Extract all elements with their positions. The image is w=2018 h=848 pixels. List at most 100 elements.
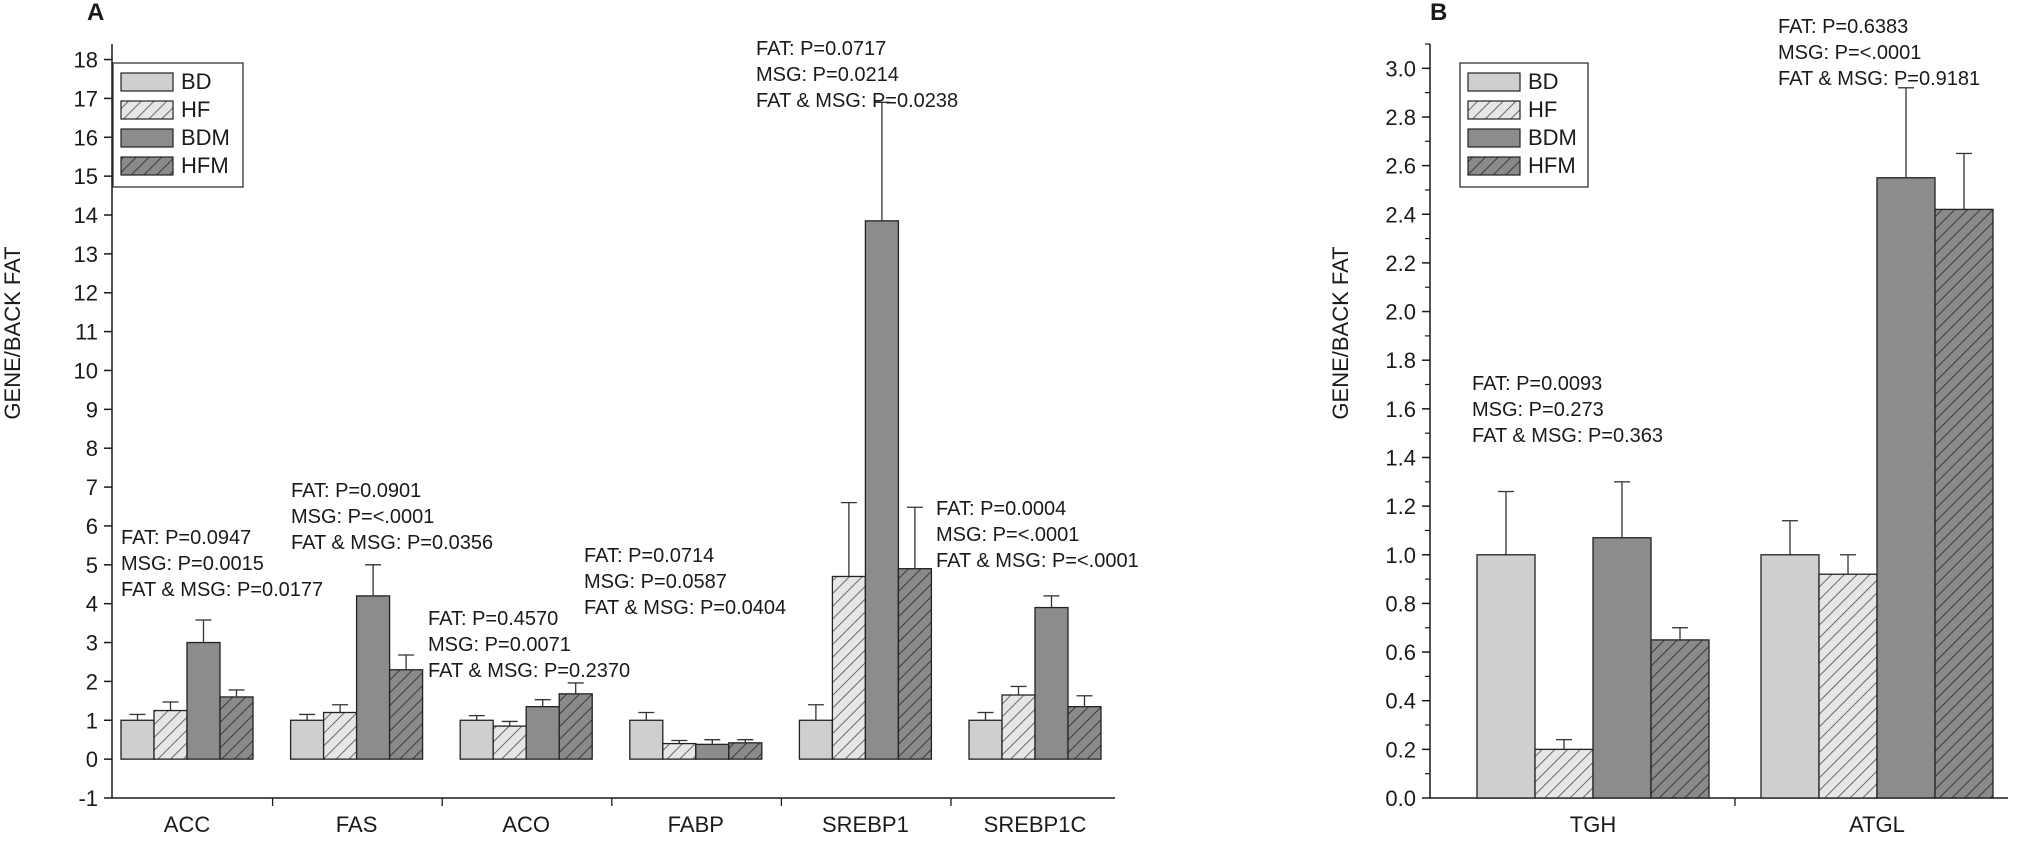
bar-bd-acc bbox=[120, 719, 155, 760]
panel-b: B GENE/BACK FAT 0.0 0.2 0.4 0.6 0.8 1.0 1.2 1.4… bbox=[1328, 0, 2008, 837]
p-value-annotation: MSG: P=0.0015 bbox=[121, 553, 264, 575]
bar-bdm-fabp bbox=[695, 743, 730, 760]
bar-hf-fabp bbox=[662, 742, 697, 760]
p-value-annotation: MSG: P=<.0001 bbox=[291, 506, 434, 528]
y-tick-label: 0.6 bbox=[1385, 640, 1416, 665]
bar-bdm-tgh bbox=[1592, 537, 1652, 799]
y-tick-label: 16 bbox=[74, 125, 98, 150]
bar-bdm-aco bbox=[525, 706, 560, 760]
p-value-annotation: FAT & MSG: P=<.0001 bbox=[936, 550, 1139, 572]
legend-swatch-hf bbox=[1467, 100, 1521, 120]
p-value-annotation: FAT & MSG: P=0.0177 bbox=[121, 579, 323, 601]
y-tick-label: 9 bbox=[86, 397, 98, 422]
y-tick-label: 2 bbox=[86, 669, 98, 694]
p-value-annotation: MSG: P=0.0214 bbox=[756, 64, 899, 86]
p-value-annotation: FAT & MSG: P=0.363 bbox=[1472, 425, 1663, 447]
legend-label-bdm: BDM bbox=[181, 125, 230, 150]
x-tick-label: ATGL bbox=[1849, 812, 1905, 837]
y-tick-label: 13 bbox=[74, 242, 98, 267]
bar-hfm-srebp1 bbox=[897, 568, 933, 760]
y-tick-label: 7 bbox=[86, 475, 98, 500]
bar-hf-atgl bbox=[1818, 573, 1878, 799]
y-tick-label: 0.0 bbox=[1385, 786, 1416, 811]
legend-swatch-bdm bbox=[1467, 128, 1521, 148]
y-tick-label: 1 bbox=[86, 708, 98, 733]
p-value-annotation: FAT: P=0.0947 bbox=[121, 527, 251, 549]
legend-swatch-bd bbox=[120, 72, 174, 92]
p-value-annotation: MSG: P=<.0001 bbox=[936, 524, 1079, 546]
y-tick-label: 1.2 bbox=[1385, 494, 1416, 519]
legend-label-bd: BD bbox=[181, 69, 212, 94]
panel-a-y-axis-label: GENE/BACK FAT bbox=[0, 246, 25, 419]
bar-hf-fas bbox=[322, 711, 358, 760]
legend-label-hfm: HFM bbox=[1528, 153, 1576, 178]
x-tick-label: SREBP1C bbox=[984, 812, 1087, 837]
y-tick-label: 12 bbox=[74, 281, 98, 306]
x-tick-label: FAS bbox=[336, 812, 378, 837]
panel-a-label: A bbox=[87, 0, 104, 26]
p-value-annotation: MSG: P=0.0587 bbox=[584, 571, 727, 593]
p-value-annotation: FAT: P=0.0714 bbox=[584, 545, 714, 567]
p-value-annotation: FAT: P=0.0093 bbox=[1472, 373, 1602, 395]
legend-swatch-bd bbox=[1467, 72, 1521, 92]
y-tick-label: 2.6 bbox=[1385, 154, 1416, 179]
p-value-annotation: FAT: P=0.4570 bbox=[428, 608, 558, 630]
y-tick-label: 0 bbox=[86, 747, 98, 772]
p-value-annotation: MSG: P=0.273 bbox=[1472, 399, 1604, 421]
bar-bd-aco bbox=[459, 719, 494, 760]
legend-label-bdm: BDM bbox=[1528, 125, 1577, 150]
p-value-annotation: FAT & MSG: P=0.2370 bbox=[428, 660, 630, 682]
y-tick-label: -1 bbox=[78, 786, 98, 811]
y-tick-label: 4 bbox=[86, 592, 98, 617]
legend-label-hfm: HFM bbox=[181, 153, 229, 178]
x-tick-label: ACC bbox=[164, 812, 211, 837]
panel-a: A GENE/BACK FAT -10123456789101112131415… bbox=[0, 0, 1139, 837]
panel-b-y-axis-label: GENE/BACK FAT bbox=[1328, 246, 1353, 419]
legend-label-hf: HF bbox=[181, 97, 210, 122]
p-value-annotation: FAT & MSG: P=0.0356 bbox=[291, 532, 493, 554]
bar-hf-tgh bbox=[1534, 748, 1594, 799]
bar-bdm-srebp1c bbox=[1034, 606, 1069, 760]
y-tick-label: 1.8 bbox=[1385, 348, 1416, 373]
legend-label-bd: BD bbox=[1528, 69, 1559, 94]
y-tick-label: 2.0 bbox=[1385, 300, 1416, 325]
legend-swatch-hfm bbox=[1467, 156, 1521, 176]
p-value-annotation: MSG: P=0.0071 bbox=[428, 634, 571, 656]
p-value-annotation: FAT: P=0.6383 bbox=[1778, 16, 1908, 38]
y-tick-label: 2.8 bbox=[1385, 105, 1416, 130]
y-tick-label: 15 bbox=[74, 164, 98, 189]
bar-bdm-atgl bbox=[1876, 177, 1936, 799]
y-tick-label: 3.0 bbox=[1385, 56, 1416, 81]
y-tick-label: 6 bbox=[86, 514, 98, 539]
p-value-annotation: FAT: P=0.0717 bbox=[756, 38, 886, 60]
bar-hf-srebp1c bbox=[1001, 694, 1036, 760]
p-value-annotation: FAT & MSG: P=0.9181 bbox=[1778, 68, 1980, 90]
y-tick-label: 11 bbox=[75, 320, 98, 345]
y-tick-label: 1.6 bbox=[1385, 397, 1416, 422]
legend-swatch-bdm bbox=[120, 128, 174, 148]
bar-bd-atgl bbox=[1760, 554, 1820, 799]
p-value-annotation: MSG: P=<.0001 bbox=[1778, 42, 1921, 64]
bar-hf-acc bbox=[153, 709, 188, 760]
legend-label-hf: HF bbox=[1528, 97, 1557, 122]
legend-swatch-hfm bbox=[120, 156, 174, 176]
bar-hfm-srebp1c bbox=[1067, 706, 1102, 760]
bar-hf-aco bbox=[492, 725, 527, 760]
y-tick-label: 0.2 bbox=[1385, 737, 1416, 762]
y-tick-label: 1.4 bbox=[1385, 445, 1416, 470]
x-tick-label: TGH bbox=[1570, 812, 1616, 837]
bar-bdm-fas bbox=[355, 595, 391, 760]
y-tick-label: 3 bbox=[86, 631, 98, 656]
bar-hf-srebp1 bbox=[831, 575, 867, 760]
p-value-annotation: FAT & MSG: P=0.0404 bbox=[584, 597, 786, 619]
bar-bd-srebp1c bbox=[968, 719, 1003, 760]
legend-swatch-hf bbox=[120, 100, 174, 120]
y-tick-label: 17 bbox=[74, 86, 98, 111]
bar-hfm-fabp bbox=[728, 742, 763, 760]
bar-hfm-acc bbox=[219, 696, 254, 760]
y-tick-label: 14 bbox=[74, 203, 98, 228]
bar-hfm-atgl bbox=[1934, 208, 1994, 799]
p-value-annotation: FAT & MSG: P=0.0238 bbox=[756, 90, 958, 112]
bar-bdm-srebp1 bbox=[864, 220, 900, 760]
